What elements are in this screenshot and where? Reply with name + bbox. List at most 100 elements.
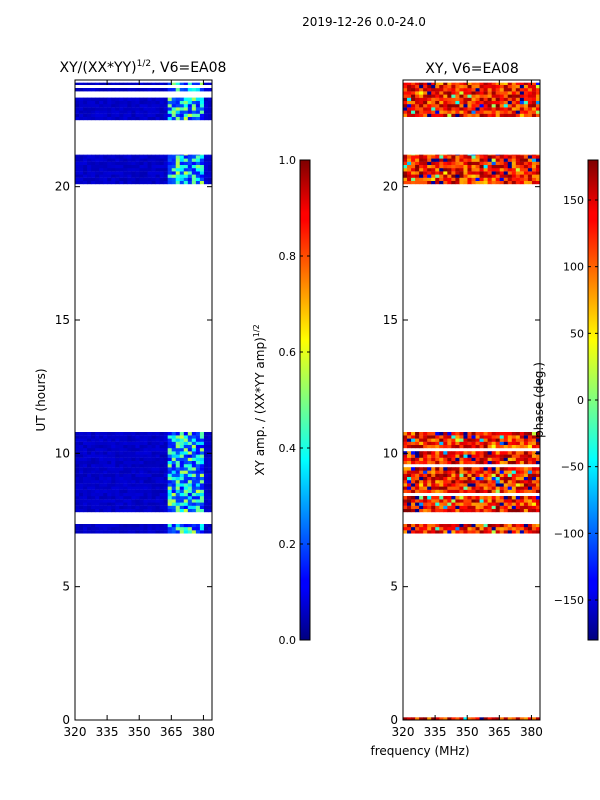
heatmap-cell	[527, 489, 533, 493]
heatmap-cell	[471, 473, 476, 477]
heatmap-cell	[111, 480, 116, 484]
heatmap-cell	[479, 457, 484, 461]
heatmap-cell	[99, 110, 104, 114]
heatmap-cell	[455, 161, 460, 165]
heatmap-cell	[527, 91, 533, 95]
heatmap-cell	[443, 480, 448, 484]
heatmap-cell	[403, 158, 408, 162]
heatmap-cell	[103, 171, 108, 175]
heatmap-cell	[507, 84, 513, 89]
heatmap-cell	[479, 164, 484, 169]
heatmap-cell	[195, 526, 201, 531]
heatmap-cell	[423, 524, 428, 528]
heatmap-cell	[499, 158, 505, 162]
heatmap-cell	[499, 444, 505, 449]
heatmap-cell	[111, 524, 116, 528]
heatmap-cell	[163, 432, 169, 436]
heatmap-cell	[179, 486, 185, 490]
heatmap-cell	[435, 171, 440, 175]
heatmap-cell	[487, 104, 493, 108]
heatmap-cell	[439, 438, 444, 442]
heatmap-cell	[423, 107, 428, 111]
colorbar-tick-label: 0.6	[279, 346, 297, 359]
heatmap-cell	[423, 180, 428, 185]
heatmap-cell	[523, 467, 529, 471]
heatmap-cell	[183, 483, 189, 487]
heatmap-cell	[179, 107, 185, 111]
heatmap-cell	[75, 113, 80, 117]
heatmap-cell	[127, 476, 132, 481]
heatmap-cell	[107, 164, 112, 169]
heatmap-cell	[471, 91, 476, 95]
heatmap-cell	[507, 480, 513, 484]
heatmap-cell	[515, 454, 521, 458]
heatmap-cell	[531, 432, 537, 436]
heatmap-cell	[111, 164, 116, 169]
heatmap-cell	[79, 110, 84, 114]
heatmap-cell	[527, 470, 533, 474]
heatmap-cell	[427, 435, 432, 439]
heatmap-cell	[139, 524, 144, 528]
heatmap-cell	[459, 97, 464, 101]
heatmap-cell	[463, 438, 468, 442]
heatmap-cell	[199, 489, 205, 493]
heatmap-cell	[435, 473, 440, 477]
heatmap-cell	[99, 489, 104, 493]
heatmap-cell	[75, 489, 80, 493]
heatmap-cell	[163, 502, 169, 506]
heatmap-cell	[535, 530, 541, 534]
heatmap-cell	[191, 508, 197, 513]
heatmap-cell	[187, 530, 193, 534]
heatmap-cell	[531, 107, 537, 111]
heatmap-cell	[495, 88, 501, 92]
heatmap-cell	[467, 473, 472, 477]
heatmap-cell	[187, 480, 193, 484]
heatmap-cell	[111, 460, 116, 465]
heatmap-cell	[147, 508, 152, 513]
heatmap-cell	[519, 88, 525, 92]
heatmap-cell	[91, 499, 96, 503]
heatmap-cell	[499, 84, 505, 89]
heatmap-cell	[435, 174, 440, 178]
heatmap-cell	[131, 158, 136, 162]
heatmap-cell	[431, 161, 436, 165]
heatmap-cell	[75, 480, 80, 484]
heatmap-cell	[403, 100, 408, 105]
heatmap-cell	[163, 164, 169, 169]
heatmap-cell	[163, 180, 169, 185]
heatmap-cell	[187, 82, 193, 85]
heatmap-cell	[195, 177, 201, 181]
heatmap-cell	[403, 171, 408, 175]
heatmap-cell	[415, 88, 420, 92]
heatmap-cell	[535, 486, 541, 490]
heatmap-cell	[127, 171, 132, 175]
heatmap-cell	[427, 473, 432, 477]
heatmap-cell	[435, 454, 440, 458]
heatmap-cell	[455, 473, 460, 477]
heatmap-cell	[483, 467, 489, 471]
heatmap-cell	[423, 171, 428, 175]
heatmap-cell	[411, 82, 416, 85]
heatmap-cell	[479, 467, 484, 471]
heatmap-cell	[483, 444, 489, 449]
heatmap-cell	[187, 110, 193, 114]
heatmap-cell	[483, 480, 489, 484]
heatmap-cell	[127, 460, 132, 465]
heatmap-cell	[535, 489, 541, 493]
heatmap-cell	[511, 104, 517, 108]
heatmap-cell	[455, 489, 460, 493]
heatmap-cell	[459, 454, 464, 458]
heatmap-cell	[483, 107, 489, 111]
heatmap-cell	[199, 82, 205, 85]
heatmap-cell	[523, 496, 529, 500]
heatmap-cell	[455, 110, 460, 114]
heatmap-cell	[95, 158, 100, 162]
heatmap-cell	[447, 717, 452, 721]
heatmap-cell	[75, 154, 80, 156]
heatmap-cell	[139, 113, 144, 117]
heatmap-cell	[463, 483, 468, 487]
heatmap-cell	[127, 82, 132, 85]
heatmap-cell	[527, 174, 533, 178]
heatmap-cell	[123, 97, 128, 101]
heatmap-cell	[451, 91, 456, 95]
